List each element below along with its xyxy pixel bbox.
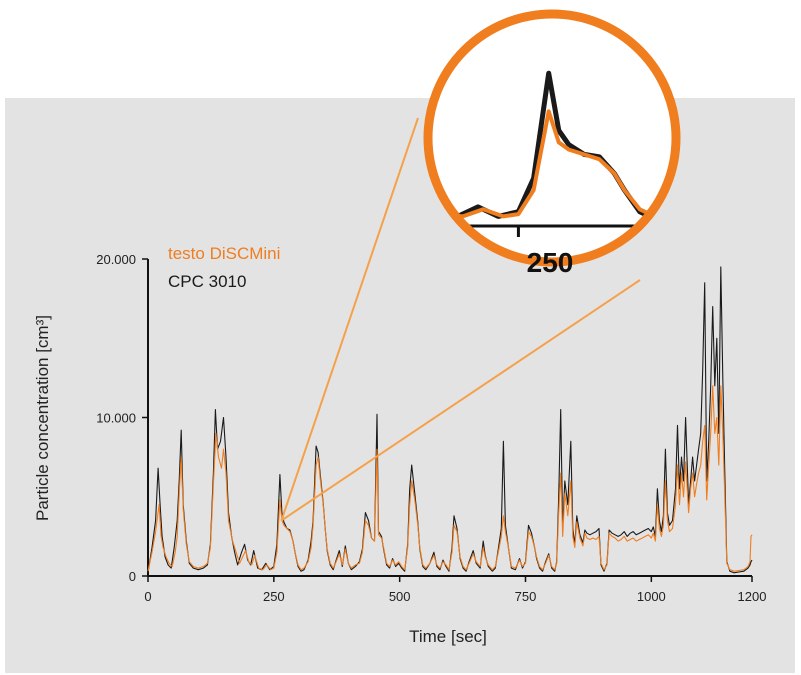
y-tick-label: 20.000 xyxy=(96,252,136,267)
zoom-circle-ring xyxy=(423,9,681,267)
legend-entry-cpc-3010: CPC 3010 xyxy=(168,272,246,291)
x-axis-title: Time [sec] xyxy=(409,627,487,646)
zoom-tick-label: 250 xyxy=(527,247,574,278)
zoom-inset: 250 xyxy=(423,9,681,278)
y-tick-label: 0 xyxy=(129,569,136,584)
legend-entry-testo-discmini: testo DiSCMini xyxy=(168,244,280,263)
zoom-circle-fill xyxy=(432,18,672,258)
zoom-guide-line xyxy=(280,279,641,522)
series-layer xyxy=(147,266,753,574)
x-tick-label: 0 xyxy=(144,589,151,604)
zoom-guide-lines xyxy=(280,117,641,522)
x-tick-label: 250 xyxy=(263,589,285,604)
y-tick-label: 10.000 xyxy=(96,411,136,426)
zoom-guide-line xyxy=(280,117,419,521)
x-tick-label: 500 xyxy=(389,589,411,604)
legend: testo DiSCMini CPC 3010 xyxy=(168,244,280,291)
y-axis-title: Particle concentration [cm³] xyxy=(33,315,52,521)
x-tick-label: 750 xyxy=(515,589,537,604)
zoom-series-line-testo-discmini xyxy=(432,109,672,219)
zoom-series-line-cpc-3010 xyxy=(432,70,672,222)
x-tick-label: 1200 xyxy=(738,589,767,604)
series-line-testo-discmini xyxy=(147,385,753,572)
x-tick-label: 1000 xyxy=(637,589,666,604)
series-line-cpc-3010 xyxy=(147,266,753,574)
tick-marks: 0 250 500 750 1000 1200 0 10.000 20.000 xyxy=(96,252,766,604)
